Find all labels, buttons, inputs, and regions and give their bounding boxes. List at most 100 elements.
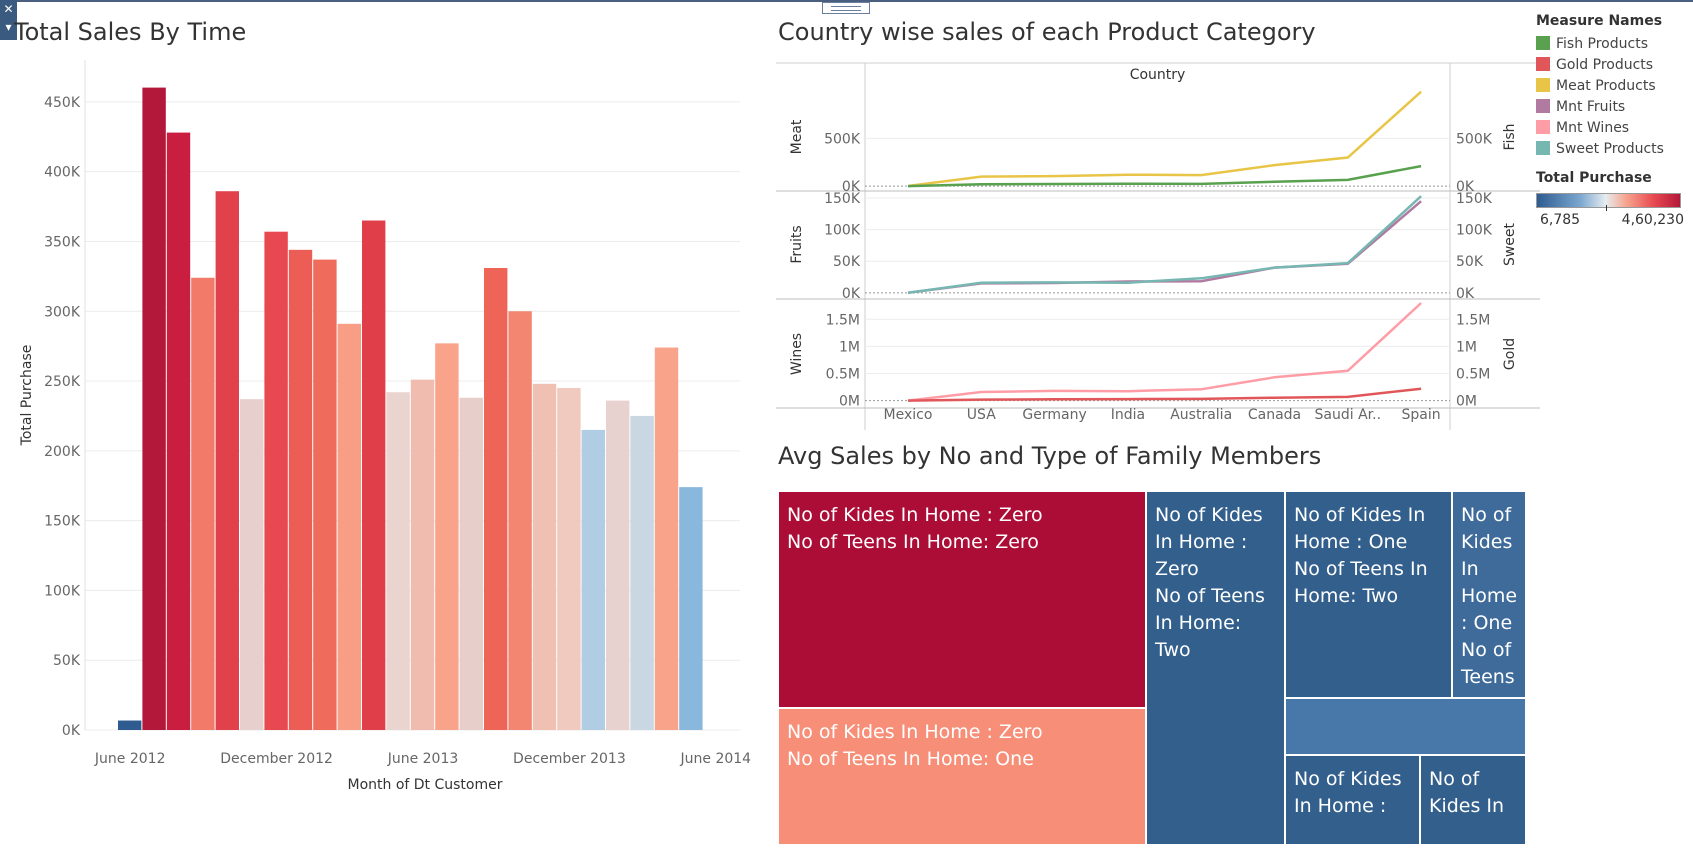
y-tick-label: 50K bbox=[53, 653, 81, 669]
y2-tick-label: 1.5M bbox=[1456, 312, 1490, 328]
bar bbox=[240, 399, 264, 730]
treemap-cell[interactable]: No of Kides In Home : bbox=[1285, 755, 1420, 845]
treemap-cell[interactable]: No of Kides In Home : One No of Teens In… bbox=[1285, 491, 1452, 698]
y2-tick-label: 150K bbox=[1456, 191, 1493, 207]
treemap-cell[interactable]: No of Kides In Home : Zero No of Teens I… bbox=[778, 708, 1146, 845]
y-axis-title: Total Purchase bbox=[19, 345, 35, 447]
total-purchase-color-scale bbox=[1536, 193, 1681, 208]
legend-swatch bbox=[1536, 36, 1550, 50]
y-tick-label: 500K bbox=[824, 131, 861, 147]
panel-left-label: Wines bbox=[789, 333, 805, 375]
y-tick-label: 0.5M bbox=[826, 367, 860, 383]
sales-by-time-title: Total Sales By Time bbox=[14, 18, 247, 46]
legend-item[interactable]: Sweet Products bbox=[1536, 140, 1664, 158]
color-scale-min: 6,785 bbox=[1540, 212, 1581, 228]
legend-item[interactable]: Gold Products bbox=[1536, 56, 1653, 74]
bar bbox=[166, 132, 191, 730]
sales-by-time-chart: 0K 50K 100K 150K 200K 250K 300K 350K 400K 450K Jun… bbox=[19, 60, 752, 793]
top-border bbox=[0, 0, 1693, 2]
y-tick-label: 0K bbox=[842, 179, 861, 195]
legend-item[interactable]: Mnt Wines bbox=[1536, 119, 1629, 137]
x-tick-label: June 2013 bbox=[387, 751, 459, 767]
bar bbox=[215, 191, 239, 731]
x-tick-label: Canada bbox=[1248, 407, 1301, 423]
bar bbox=[484, 267, 508, 730]
bar bbox=[508, 311, 532, 730]
legend-swatch bbox=[1536, 78, 1550, 92]
y-tick-label: 300K bbox=[44, 304, 81, 320]
bar bbox=[654, 347, 679, 730]
y2-tick-label: 100K bbox=[1456, 223, 1493, 239]
y2-tick-label: 0K bbox=[1456, 286, 1475, 302]
bar bbox=[142, 87, 166, 730]
x-tick-label: Mexico bbox=[884, 407, 933, 423]
bar bbox=[410, 379, 435, 730]
panel-right-label: Fish bbox=[1502, 123, 1518, 150]
x-tick-label: India bbox=[1111, 407, 1145, 423]
y-tick-label: 0M bbox=[839, 394, 860, 410]
bar bbox=[386, 392, 410, 730]
treemap-cell[interactable] bbox=[1285, 698, 1526, 755]
x-tick-label: June 2014 bbox=[680, 751, 752, 767]
bar bbox=[630, 415, 654, 730]
panel-left-label: Fruits bbox=[789, 225, 805, 263]
bar bbox=[581, 429, 605, 730]
drag-handle-icon[interactable] bbox=[822, 2, 870, 14]
legend-swatch bbox=[1536, 141, 1550, 155]
y-tick-label: 150K bbox=[44, 514, 81, 530]
x-tick-label: Spain bbox=[1402, 407, 1441, 423]
bar bbox=[337, 323, 361, 730]
legend-item[interactable]: Fish Products bbox=[1536, 35, 1648, 53]
family-sales-title: Avg Sales by No and Type of Family Membe… bbox=[778, 442, 1322, 470]
legend-label: Fish Products bbox=[1556, 36, 1648, 52]
y-tick-label: 150K bbox=[824, 191, 861, 207]
bar bbox=[288, 249, 313, 731]
total-purchase-legend-title: Total Purchase bbox=[1536, 170, 1652, 186]
x-tick-label: Germany bbox=[1022, 407, 1086, 423]
x-tick-label: Saudi Ar.. bbox=[1315, 407, 1382, 423]
y-tick-label: 0K bbox=[842, 286, 861, 302]
y-tick-label: 400K bbox=[44, 165, 81, 181]
y2-tick-label: 0.5M bbox=[1456, 367, 1490, 383]
treemap-cell[interactable]: No of Kides In Home : One No of Teens bbox=[1452, 491, 1526, 698]
y-tick-label: 100K bbox=[44, 583, 81, 599]
y-tick-label: 100K bbox=[824, 223, 861, 239]
treemap-cell[interactable]: No of Kides In bbox=[1420, 755, 1526, 845]
country-sales-chart: Country 0K 0K 500K 500K Meat Fish 0K 0K 50K 50K 100… bbox=[776, 62, 1540, 430]
treemap-cell[interactable]: No of Kides In Home : Zero No of Teens I… bbox=[778, 491, 1146, 708]
series-line bbox=[907, 164, 1422, 188]
x-tick-label: December 2012 bbox=[220, 751, 333, 767]
legend-label: Sweet Products bbox=[1556, 141, 1664, 157]
measure-names-legend-title: Measure Names bbox=[1536, 13, 1663, 29]
y-tick-label: 1M bbox=[839, 339, 860, 355]
bar bbox=[435, 343, 459, 730]
y-tick-label: 250K bbox=[44, 374, 81, 390]
bar bbox=[313, 259, 337, 730]
close-icon[interactable]: ✕ ▾ bbox=[0, 0, 17, 40]
series-line bbox=[907, 200, 1422, 294]
bar bbox=[264, 231, 288, 730]
legend-item[interactable]: Meat Products bbox=[1536, 77, 1656, 95]
legend-swatch bbox=[1536, 99, 1550, 113]
bar bbox=[362, 220, 386, 731]
series-line bbox=[907, 302, 1422, 402]
panel-right-label: Gold bbox=[1502, 338, 1518, 370]
y-tick-label: 0K bbox=[62, 723, 81, 739]
x-tick-label: USA bbox=[967, 407, 996, 423]
color-scale-max: 4,60,230 bbox=[1621, 212, 1684, 228]
bar bbox=[679, 487, 703, 730]
series-line bbox=[907, 195, 1422, 294]
legend-swatch bbox=[1536, 120, 1550, 134]
x-axis-title: Month of Dt Customer bbox=[348, 777, 503, 793]
country-sales-title: Country wise sales of each Product Categ… bbox=[778, 18, 1316, 46]
series-line bbox=[907, 90, 1422, 188]
legend-label: Meat Products bbox=[1556, 78, 1656, 94]
treemap-cell[interactable]: No of Kides In Home : Zero No of Teens I… bbox=[1146, 491, 1285, 845]
bar bbox=[606, 400, 630, 730]
column-header: Country bbox=[1130, 67, 1186, 83]
y-tick-label: 50K bbox=[833, 254, 861, 270]
color-scale-tick bbox=[1606, 205, 1607, 211]
bar bbox=[191, 277, 215, 730]
legend-item[interactable]: Mnt Fruits bbox=[1536, 98, 1625, 116]
bar bbox=[532, 383, 557, 730]
